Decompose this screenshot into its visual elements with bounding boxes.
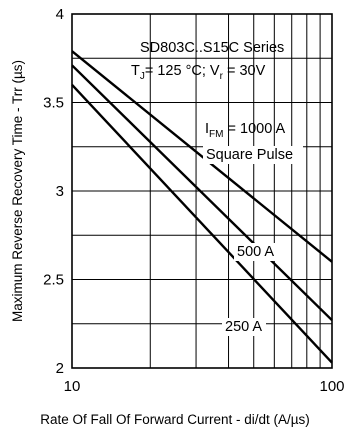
- x-tick-label-10: 10: [64, 378, 81, 395]
- plot-frame: [71, 13, 333, 369]
- y-tick-labels: 2 2.5 3 3.5 4: [43, 6, 64, 377]
- x-tick-label-100: 100: [319, 378, 344, 395]
- series-line: [71, 83, 333, 364]
- y-tick-label: 3: [56, 183, 64, 200]
- annotation-square-pulse: Square Pulse: [206, 147, 293, 163]
- annotation-square-pulse-bg: [203, 146, 303, 164]
- series-label-250: 250 A: [225, 319, 262, 335]
- chart-subtitle: TJ= 125 °C; Vr = 30V: [131, 63, 266, 82]
- x-axis-label: Rate Of Fall Of Forward Current - di/dt …: [40, 412, 310, 427]
- y-tick-label: 3.5: [43, 95, 64, 112]
- chart-title: SD803C..S15C Series: [140, 40, 284, 56]
- series-line: [71, 64, 333, 322]
- y-axis-label: Maximum Reverse Recovery Time - Trr (µs): [10, 60, 25, 322]
- series-label-500: 500 A: [237, 244, 274, 260]
- series-lines: [71, 50, 333, 364]
- y-tick-label: 2.5: [43, 272, 64, 289]
- series-label-250-bg: [222, 318, 266, 336]
- series-label-500-bg: [234, 243, 279, 261]
- y-tick-label: 2: [56, 360, 64, 377]
- y-tick-label: 4: [56, 6, 64, 23]
- series-line: [71, 50, 333, 263]
- annotation-ifm: IFM = 1000 A: [205, 121, 285, 140]
